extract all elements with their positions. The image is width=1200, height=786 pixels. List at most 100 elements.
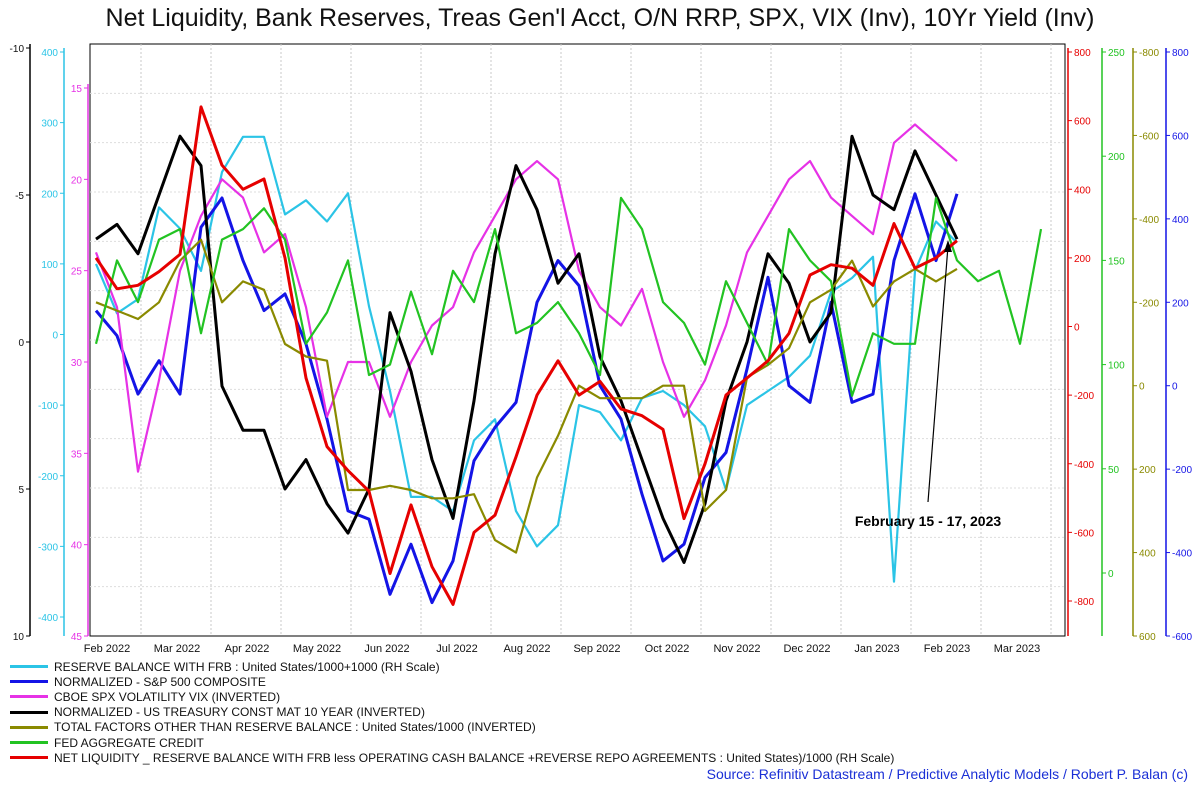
- legend-label: NORMALIZED - S&P 500 COMPOSITE: [54, 674, 266, 689]
- axis-tick-label: -100: [38, 401, 58, 412]
- legend-swatch: [10, 665, 48, 669]
- series-line-2: [94, 192, 959, 605]
- axis-tick-label: 400: [1139, 549, 1156, 560]
- axis-tick-label: 0: [1172, 382, 1178, 393]
- axis-right-green: 250 200 150 100 50 0: [1101, 48, 1125, 636]
- legend-entry: TOTAL FACTORS OTHER THAN RESERVE BALANCE…: [10, 720, 1010, 735]
- legend-label: FED AGGREGATE CREDIT: [54, 735, 204, 750]
- axis-tick-label: 200: [1139, 465, 1156, 476]
- series-line-1: [94, 135, 958, 583]
- x-tick-label: Oct 2022: [645, 643, 690, 655]
- x-tick-label: Dec 2022: [783, 643, 830, 655]
- axis-tick-label: 25: [71, 267, 83, 278]
- x-tick-label: Jan 2023: [854, 643, 899, 655]
- axis-tick-label: 35: [71, 449, 83, 460]
- axis-tick-label: 40: [71, 541, 83, 552]
- axis-tick-label: 200: [1108, 152, 1125, 163]
- axis-left-magenta: 15 20 25 30 35 40 45: [71, 84, 89, 643]
- series-line-4: [95, 134, 959, 564]
- legend-entry: NET LIQUIDITY _ RESERVE BALANCE WITH FRB…: [10, 750, 1010, 765]
- axis-tick-label: 45: [71, 632, 83, 643]
- axis-right-red: 800 600 400 200 0 -200 -400 -600 -800: [1067, 48, 1094, 636]
- axis-tick-label: 30: [71, 358, 83, 369]
- x-tick-label: Jul 2022: [436, 643, 478, 655]
- axis-tick-label: 15: [71, 84, 83, 95]
- legend-label: TOTAL FACTORS OTHER THAN RESERVE BALANCE…: [54, 720, 536, 735]
- legend-label: NET LIQUIDITY _ RESERVE BALANCE WITH FRB…: [54, 750, 895, 765]
- axes: Feb 2022 Mar 2022 Apr 2022 May 2022 Jun 2022…: [10, 44, 1192, 655]
- axis-tick-label: -200: [1139, 298, 1159, 309]
- axis-tick-label: 800: [1172, 48, 1189, 59]
- axis-tick-label: -300: [38, 542, 58, 553]
- axis-tick-label: 600: [1139, 632, 1156, 643]
- legend-entry: NORMALIZED - S&P 500 COMPOSITE: [10, 674, 1010, 689]
- legend-label: RESERVE BALANCE WITH FRB : United States…: [54, 659, 440, 674]
- x-tick-label: Feb 2022: [84, 643, 130, 655]
- axis-tick-label: 600: [1172, 131, 1189, 142]
- annotation: February 15 - 17, 2023: [855, 240, 1002, 529]
- axis-tick-label: -600: [1139, 131, 1159, 142]
- series-lines: [94, 105, 1043, 606]
- axis-tick-label: -400: [1172, 549, 1192, 560]
- axis-tick-label: -600: [1074, 528, 1094, 539]
- axis-tick-label: 0: [1074, 323, 1080, 334]
- annotation-arrowhead: [944, 240, 952, 252]
- legend-swatch: [10, 741, 48, 745]
- axis-right-blue: 800 600 400 200 0 -200 -400 -600: [1165, 48, 1192, 643]
- legend-label: NORMALIZED - US TREASURY CONST MAT 10 YE…: [54, 705, 425, 720]
- legend-swatch: [10, 695, 48, 699]
- x-tick-label: Sep 2022: [573, 643, 620, 655]
- series-line-7: [94, 105, 958, 606]
- axis-tick-label: 20: [71, 175, 83, 186]
- x-tick-label: Jun 2022: [364, 643, 409, 655]
- axis-tick-label: 200: [41, 189, 58, 200]
- chart-title: Net Liquidity, Bank Reserves, Treas Gen'…: [105, 4, 1095, 32]
- axis-tick-label: 600: [1074, 117, 1091, 128]
- axis-right-olive: -800 -600 -400 -200 0 200 400 600: [1132, 48, 1159, 643]
- legend-entry: NORMALIZED - US TREASURY CONST MAT 10 YE…: [10, 705, 1010, 720]
- axis-tick-label: 250: [1108, 48, 1125, 59]
- axis-tick-label: -400: [1074, 460, 1094, 471]
- axis-tick-label: -200: [38, 472, 58, 483]
- legend-entry: CBOE SPX VOLATILITY VIX (INVERTED): [10, 689, 1010, 704]
- axis-tick-label: 0: [1108, 569, 1114, 580]
- axis-tick-label: 0: [52, 331, 58, 342]
- axis-tick-label: 800: [1074, 48, 1091, 59]
- x-tick-label: Feb 2023: [924, 643, 970, 655]
- x-tick-label: Apr 2022: [225, 643, 270, 655]
- series-line-5: [95, 238, 958, 554]
- x-tick-label: Mar 2022: [154, 643, 200, 655]
- axis-tick-label: -400: [38, 613, 58, 624]
- axis-tick-label: -10: [10, 44, 25, 55]
- x-tick-label: Aug 2022: [503, 643, 550, 655]
- axis-tick-label: 400: [1074, 185, 1091, 196]
- x-tick-label: Mar 2023: [994, 643, 1040, 655]
- axis-left-cyan: 400 300 200 100 0 -100 -200 -300 -400: [38, 48, 65, 636]
- series-line-3: [94, 123, 958, 473]
- axis-tick-label: 5: [18, 485, 24, 496]
- series-line-6: [94, 196, 1043, 397]
- axis-tick-label: 100: [1108, 361, 1125, 372]
- axis-tick-label: 400: [1172, 215, 1189, 226]
- axis-tick-label: 50: [1108, 465, 1120, 476]
- axis-tick-label: -800: [1074, 597, 1094, 608]
- legend: RESERVE BALANCE WITH FRB : United States…: [10, 659, 1010, 765]
- axis-tick-label: 300: [41, 119, 58, 130]
- axis-tick-label: 0: [1139, 382, 1145, 393]
- axis-tick-label: 150: [1108, 256, 1125, 267]
- legend-swatch: [10, 680, 48, 684]
- legend-entry: RESERVE BALANCE WITH FRB : United States…: [10, 659, 1010, 674]
- legend-entry: FED AGGREGATE CREDIT: [10, 735, 1010, 750]
- legend-swatch: [10, 725, 48, 729]
- axis-tick-label: -600: [1172, 632, 1192, 643]
- legend-swatch: [10, 756, 48, 760]
- axis-tick-label: 200: [1172, 298, 1189, 309]
- axis-tick-label: 10: [13, 632, 25, 643]
- legend-label: CBOE SPX VOLATILITY VIX (INVERTED): [54, 689, 281, 704]
- x-tick-label: May 2022: [293, 643, 341, 655]
- annotation-arrow: [927, 245, 949, 503]
- annotation-label: February 15 - 17, 2023: [855, 513, 1002, 529]
- axis-tick-label: 100: [41, 260, 58, 271]
- axis-left-outer: -10 -5 0 5 10: [10, 44, 31, 643]
